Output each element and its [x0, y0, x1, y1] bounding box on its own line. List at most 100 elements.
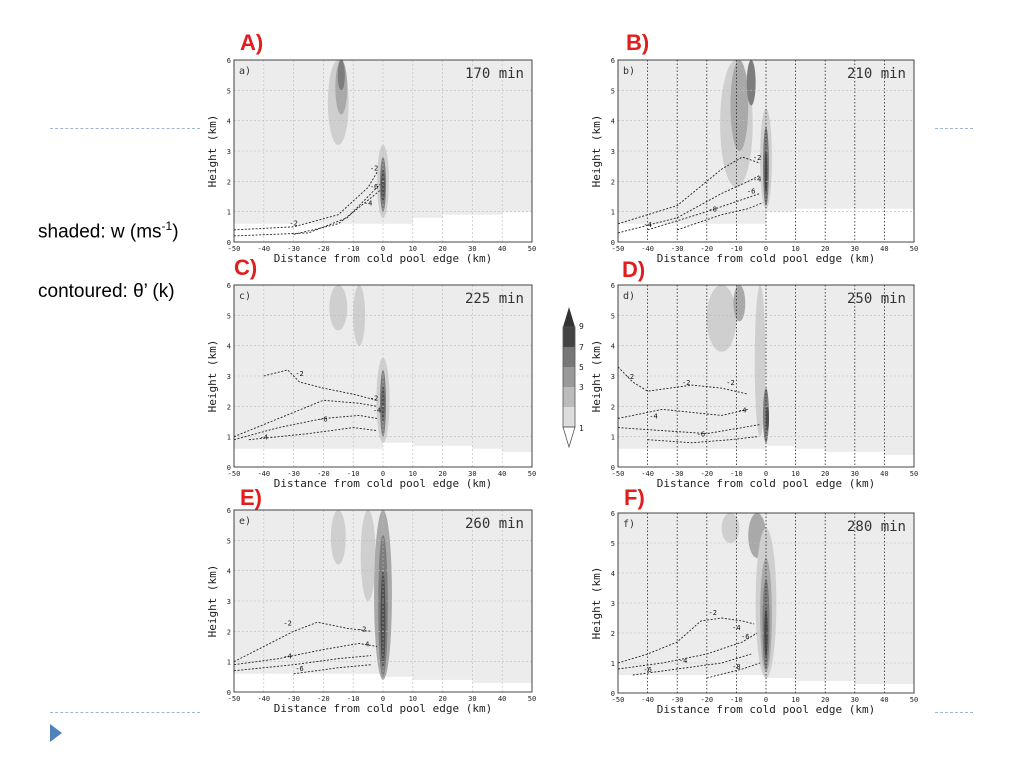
- x-tick-label: -10: [347, 470, 360, 478]
- x-tick-label: 20: [821, 470, 829, 478]
- contour-label: -4: [283, 653, 291, 661]
- x-tick-label: -20: [700, 470, 713, 478]
- y-tick-label: 1: [227, 434, 231, 442]
- x-tick-label: 20: [438, 470, 446, 478]
- x-tick-label: 30: [851, 696, 859, 704]
- x-axis-label: Distance from cold pool edge (km): [657, 252, 876, 265]
- y-tick-label: 2: [611, 403, 615, 411]
- y-tick-label: 4: [227, 343, 231, 351]
- panel-letter-f: F): [624, 485, 645, 510]
- contour-label: -4: [361, 641, 369, 649]
- panel-letter-d: D): [622, 257, 646, 282]
- x-tick-label: -10: [730, 245, 743, 253]
- x-tick-label: -30: [287, 470, 300, 478]
- shaded-label-text: shaded: w (ms: [38, 221, 162, 243]
- updraft-shading: [765, 406, 769, 431]
- y-tick-label: 1: [611, 209, 615, 217]
- x-axis-label: Distance from cold pool edge (km): [657, 703, 876, 716]
- x-tick-label: 10: [409, 245, 417, 253]
- x-tick-label: 10: [409, 470, 417, 478]
- x-axis-label: Distance from cold pool edge (km): [274, 702, 493, 715]
- x-tick-label: 40: [498, 695, 506, 703]
- x-tick-label: 30: [468, 470, 476, 478]
- y-tick-label: 3: [611, 373, 615, 381]
- y-tick-label: 6: [611, 510, 615, 518]
- y-tick-label: 6: [227, 282, 231, 290]
- x-tick-label: -40: [641, 470, 654, 478]
- shaded-label-superscript: -1: [161, 219, 173, 233]
- theta-contour: [677, 202, 764, 231]
- y-tick-label: 0: [227, 239, 231, 247]
- contour-label: -4: [260, 434, 268, 442]
- x-tick-label: -40: [257, 695, 270, 703]
- x-tick-label: 50: [528, 470, 536, 478]
- contour-label: -6: [295, 665, 303, 673]
- panel-time: 250 min: [847, 291, 906, 307]
- theta-contour: [647, 193, 761, 231]
- x-tick-label: -50: [228, 695, 241, 703]
- panel-letter-a: A): [240, 30, 264, 55]
- x-tick-label: -40: [641, 245, 654, 253]
- contour-label: -2: [370, 394, 378, 402]
- colorbar-label: 5: [579, 363, 584, 372]
- panel-time: 280 min: [847, 519, 906, 535]
- contour-label: -2: [358, 625, 366, 633]
- shaded-label-suffix: ): [172, 221, 179, 243]
- x-tick-label: -30: [671, 470, 684, 478]
- y-tick-label: 2: [227, 628, 231, 636]
- x-tick-label: 10: [791, 245, 799, 253]
- decorative-rule: [935, 712, 973, 713]
- x-tick-label: -50: [612, 696, 625, 704]
- theta-contour: [617, 408, 749, 419]
- decorative-rule: [935, 128, 973, 129]
- y-tick-label: 4: [611, 343, 615, 351]
- y-tick-label: 2: [611, 178, 615, 186]
- y-tick-label: 3: [611, 600, 615, 608]
- plot-frame: [617, 512, 915, 694]
- contour-label: -4: [753, 175, 761, 183]
- colorbar-cell: [563, 407, 575, 427]
- x-tick-label: 20: [821, 696, 829, 704]
- y-tick-label: 6: [611, 282, 615, 290]
- contour-label: -8: [709, 206, 717, 214]
- theta-contour: [233, 621, 372, 663]
- updraft-shading: [360, 510, 376, 601]
- contour-label: -2: [709, 609, 717, 617]
- x-tick-label: 40: [880, 245, 888, 253]
- x-tick-label: 0: [764, 470, 768, 478]
- shaded-label: shaded: w (ms-1): [38, 219, 179, 243]
- y-tick-label: 5: [227, 87, 231, 95]
- x-tick-label: -40: [257, 245, 270, 253]
- decorative-rule: [50, 128, 200, 129]
- x-axis-label: Distance from cold pool edge (km): [274, 477, 493, 490]
- x-tick-label: 30: [468, 695, 476, 703]
- y-tick-label: 2: [611, 630, 615, 638]
- theta-contour: [233, 655, 372, 672]
- theta-contour: [248, 427, 378, 441]
- x-tick-label: -30: [287, 695, 300, 703]
- x-tick-label: -10: [730, 470, 743, 478]
- x-tick-label: -20: [317, 695, 330, 703]
- x-tick-label: 10: [791, 696, 799, 704]
- theta-contour: [233, 184, 381, 237]
- y-tick-label: 6: [227, 507, 231, 515]
- panel-time: 170 min: [465, 66, 524, 82]
- x-tick-label: 0: [764, 696, 768, 704]
- panel-sub-label: e): [239, 516, 251, 527]
- contour-label: -2: [283, 619, 291, 627]
- theta-contour: [617, 632, 758, 670]
- x-axis-label: Distance from cold pool edge (km): [274, 252, 493, 265]
- theta-contour: [617, 156, 761, 225]
- y-tick-label: 5: [611, 540, 615, 548]
- y-tick-label: 1: [611, 660, 615, 668]
- colorbar-cell: [563, 387, 575, 407]
- x-tick-label: 10: [791, 470, 799, 478]
- decorative-rule: [50, 712, 200, 713]
- y-axis-label: Height (km): [206, 565, 219, 638]
- panel-sub-label: d): [623, 291, 635, 302]
- x-tick-label: 30: [851, 470, 859, 478]
- contour-label: -2: [726, 379, 734, 387]
- x-tick-label: 10: [409, 695, 417, 703]
- cross-section-plot: -2 -2 -4 -6 -4 -50 -40 -30 -20 -10 0 10 20 30 40 50 0 1 2 3…: [206, 282, 536, 490]
- y-tick-label: 3: [227, 148, 231, 156]
